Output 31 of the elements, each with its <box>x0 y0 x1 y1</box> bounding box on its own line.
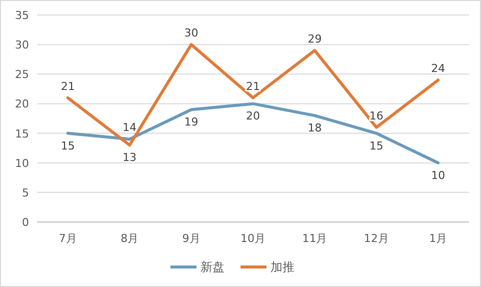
x-tick-label: 11月 <box>302 232 328 245</box>
data-label: 21 <box>60 80 75 93</box>
data-label: 13 <box>122 151 137 164</box>
data-label: 15 <box>60 139 75 152</box>
y-tick-label: 25 <box>15 68 29 82</box>
data-label: 15 <box>369 139 384 152</box>
legend-label: 新盘 <box>200 260 224 274</box>
y-tick-label: 30 <box>15 38 29 52</box>
x-tick-label: 1月 <box>429 232 448 245</box>
y-tick-label: 35 <box>15 9 29 22</box>
x-tick-label: 8月 <box>120 232 139 245</box>
x-tick-label: 10月 <box>240 232 266 245</box>
data-label: 21 <box>246 80 260 93</box>
data-label: 30 <box>184 26 198 40</box>
data-label: 19 <box>184 116 198 129</box>
data-label: 18 <box>308 122 322 135</box>
y-tick-label: 10 <box>15 156 29 170</box>
x-tick-label: 7月 <box>58 232 77 245</box>
y-tick-label: 15 <box>15 127 29 140</box>
data-label: 29 <box>308 32 322 46</box>
x-tick-label: 9月 <box>182 232 200 245</box>
data-label: 16 <box>369 109 384 122</box>
data-label: 14 <box>122 121 137 134</box>
y-tick-label: 5 <box>22 186 29 200</box>
data-label: 20 <box>246 110 260 123</box>
x-tick-label: 12月 <box>364 232 389 245</box>
data-label: 10 <box>431 168 446 182</box>
y-tick-label: 20 <box>15 98 29 111</box>
y-tick-label: 0 <box>22 216 29 229</box>
data-label: 24 <box>431 62 446 76</box>
legend-label: 加推 <box>270 260 294 274</box>
